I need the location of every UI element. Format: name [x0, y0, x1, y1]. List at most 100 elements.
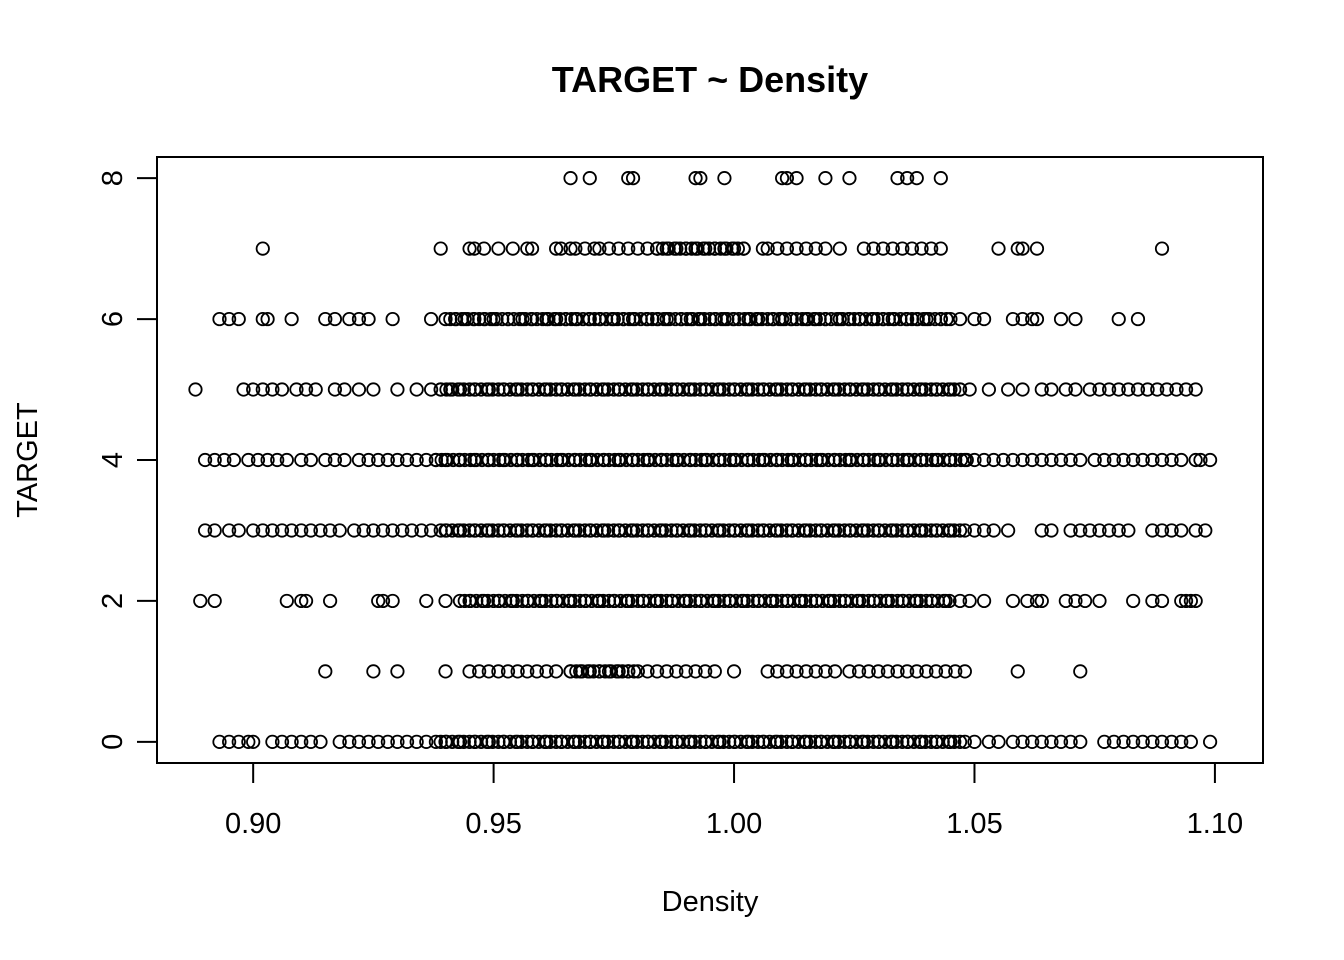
data-point — [962, 382, 977, 397]
data-point — [1034, 452, 1049, 468]
data-point — [770, 664, 785, 679]
data-point — [770, 452, 785, 468]
data-point — [789, 664, 804, 679]
data-point — [222, 523, 237, 538]
data-point — [236, 382, 251, 397]
x-tick-label: 0.95 — [465, 808, 521, 840]
data-point — [606, 593, 621, 609]
data-point — [770, 241, 785, 256]
data-point — [294, 452, 309, 468]
data-point — [698, 734, 713, 749]
data-point — [827, 664, 843, 679]
data-point — [909, 311, 924, 327]
data-point — [717, 171, 732, 186]
data-point — [837, 593, 852, 609]
data-point — [462, 593, 477, 609]
data-point — [981, 382, 997, 397]
data-point — [1174, 734, 1189, 749]
data-point — [1097, 452, 1112, 468]
data-point — [885, 523, 900, 538]
data-point — [1005, 452, 1021, 468]
data-point — [553, 734, 569, 749]
data-point — [524, 452, 540, 468]
data-point — [818, 241, 833, 256]
data-point — [909, 593, 924, 609]
data-point — [356, 523, 371, 538]
data-point — [438, 311, 453, 327]
data-point — [467, 452, 482, 468]
data-point — [784, 382, 799, 397]
data-point — [880, 593, 896, 609]
data-point — [433, 241, 448, 256]
data-point — [438, 452, 453, 468]
data-point — [332, 734, 347, 749]
data-point — [770, 734, 785, 749]
data-point — [760, 664, 775, 679]
data-point — [698, 452, 713, 468]
data-point — [601, 241, 617, 256]
data-point — [351, 734, 367, 749]
data-point — [1005, 311, 1021, 327]
data-point — [1015, 382, 1030, 397]
data-point — [928, 523, 944, 538]
data-point — [582, 382, 597, 397]
data-point — [265, 734, 280, 749]
data-point — [678, 664, 694, 679]
data-point — [947, 382, 962, 397]
data-point — [1154, 241, 1170, 256]
data-point — [616, 311, 631, 327]
data-point — [467, 523, 482, 538]
data-point — [736, 593, 751, 609]
data-point — [625, 523, 641, 538]
data-point — [1126, 452, 1141, 468]
data-point — [255, 523, 270, 538]
data-point — [298, 382, 314, 397]
data-point — [1111, 311, 1126, 327]
data-point — [698, 664, 713, 679]
data-point — [1092, 523, 1107, 538]
data-point — [404, 523, 419, 538]
data-point — [914, 241, 929, 256]
data-point — [1029, 241, 1045, 256]
data-point — [799, 734, 814, 749]
data-point — [1154, 593, 1170, 609]
data-point — [856, 241, 871, 256]
data-point — [524, 523, 540, 538]
data-point — [885, 734, 900, 749]
data-point — [409, 734, 424, 749]
data-point — [462, 241, 477, 256]
data-point — [534, 593, 549, 609]
data-point — [443, 382, 458, 397]
data-point — [808, 664, 823, 679]
data-point — [698, 241, 713, 256]
data-point — [323, 523, 338, 538]
data-point — [659, 311, 674, 327]
data-point — [981, 734, 997, 749]
data-point — [375, 523, 391, 538]
data-point — [313, 734, 328, 749]
data-point — [592, 664, 607, 679]
data-point — [779, 241, 795, 256]
data-point — [669, 734, 684, 749]
data-point — [351, 452, 367, 468]
data-point — [784, 734, 799, 749]
data-point — [597, 452, 612, 468]
data-point — [952, 593, 968, 609]
data-point — [914, 452, 929, 468]
data-point — [717, 241, 732, 256]
data-point — [698, 382, 713, 397]
data-point — [284, 523, 299, 538]
data-point — [433, 382, 448, 397]
data-point — [342, 311, 357, 327]
data-point — [563, 171, 578, 186]
data-point — [582, 734, 597, 749]
data-point — [274, 734, 290, 749]
data-point — [904, 241, 920, 256]
data-point — [1174, 593, 1189, 609]
data-point — [909, 171, 924, 186]
data-point — [423, 523, 439, 538]
data-point — [390, 734, 405, 749]
data-point — [1193, 452, 1208, 468]
data-point — [1178, 593, 1194, 609]
data-point — [1044, 382, 1059, 397]
